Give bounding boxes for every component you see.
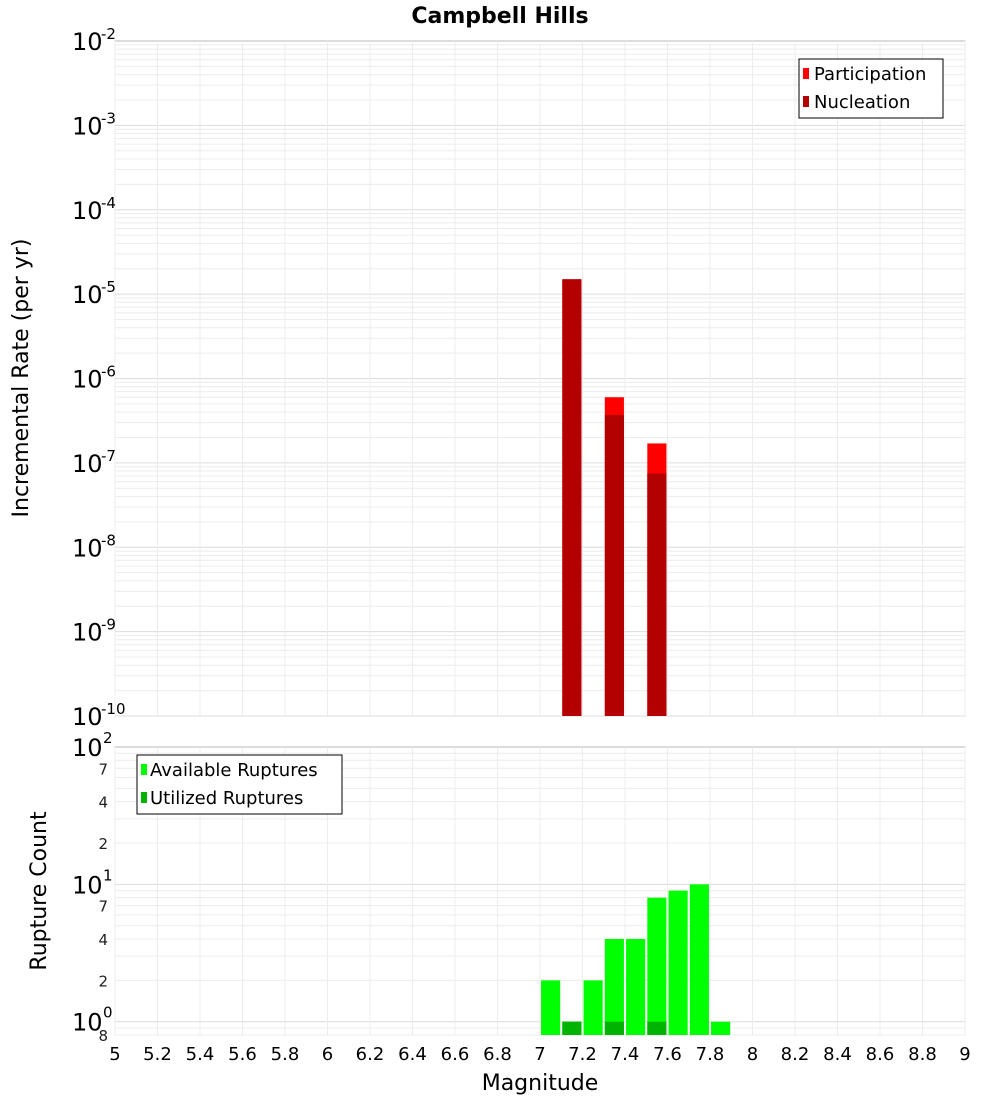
bottom-y-tick-exponent: 2 [103,729,113,747]
top-y-tick-base: 10 [72,450,103,478]
top-gridlines [114,41,966,717]
x-tick-label: 8 [747,1044,758,1065]
bottom-y-tick-exponent: 0 [103,1004,113,1022]
legend-label-nucleation: Nucleation [814,92,910,113]
top-legend: Participation Nucleation [798,58,944,119]
top-y-tick-exponent: -9 [101,616,116,634]
available-ruptures-bar [668,890,688,1035]
top-y-tick-exponent: -5 [101,278,116,296]
available-ruptures-bar [689,884,709,1035]
bottom-y-tick-base: 10 [72,871,103,899]
bottom-legend: Available Ruptures Utilized Ruptures [136,754,343,815]
bottom-y-minor-tick-label: 2 [98,835,108,853]
utilized-ruptures-bar [604,1021,624,1035]
bottom-y-minor-tick-label: 2 [98,972,108,990]
x-tick-label: 8.8 [908,1044,937,1065]
bottom-y-minor-tick-label: 8 [98,1027,108,1045]
top-y-tick-exponent: -10 [101,700,126,718]
top-y-tick-base: 10 [72,28,103,56]
chart-title: Campbell Hills [411,4,588,29]
x-tick-label: 7.8 [696,1044,725,1065]
legend-label-participation: Participation [814,64,926,85]
x-tick-label: 6 [322,1044,333,1065]
x-tick-labels: 5 5.2 5.4 5.6 5.8 6 6.2 6.4 6.6 6.8 7 7.2 7.4 7.6 7.8 8… [109,1044,970,1065]
nucleation-bar [647,473,667,716]
top-y-tick-base: 10 [72,112,103,140]
available-ruptures-bar [711,1021,731,1035]
top-y-tick-base: 10 [72,281,103,309]
x-tick-label: 5.6 [228,1044,257,1065]
top-y-tick-base: 10 [72,197,103,225]
bottom-y-minor-tick-label: 4 [98,931,108,949]
legend-label-available: Available Ruptures [150,760,318,781]
legend-label-utilized: Utilized Ruptures [150,788,303,809]
top-y-tick-base: 10 [72,534,103,562]
x-tick-label: 6.8 [483,1044,512,1065]
x-tick-label: 6.2 [356,1044,385,1065]
top-y-tick-exponent: -7 [101,447,116,465]
x-tick-label: 7.2 [568,1044,597,1065]
x-tick-label: 9 [959,1044,970,1065]
bottom-y-tick-base: 10 [72,734,103,762]
bottom-bars [541,884,731,1035]
top-y-tick-exponent: -4 [101,194,116,212]
x-tick-label: 8.4 [823,1044,852,1065]
legend-swatch-nucleation [803,96,809,107]
bottom-y-minor-tick-label: 7 [98,898,108,916]
x-tick-label: 6.6 [441,1044,470,1065]
top-y-tick-base: 10 [72,703,103,731]
legend-swatch-utilized [141,792,147,803]
top-y-tick-exponent: -8 [101,531,116,549]
available-ruptures-bar [583,980,603,1035]
top-y-tick-exponent: -2 [101,25,116,43]
bottom-y-minor-tick-label: 4 [98,794,108,812]
x-tick-label: 7.6 [653,1044,682,1065]
x-tick-label: 6.4 [398,1044,427,1065]
x-tick-label: 5 [109,1044,120,1065]
bottom-y-tick-exponent: 1 [103,866,113,884]
top-y-tick-base: 10 [72,366,103,394]
x-tick-label: 5.2 [143,1044,172,1065]
nucleation-bar [604,414,624,716]
available-ruptures-bar [604,939,624,1035]
legend-swatch-participation [803,68,809,79]
utilized-ruptures-bar [562,1021,582,1035]
top-y-tick-exponent: -3 [101,109,116,127]
available-ruptures-bar [626,939,646,1035]
x-axis-title: Magnitude [482,1071,599,1096]
x-tick-label: 7 [534,1044,545,1065]
bottom-legend-box [136,754,343,815]
top-y-tick-base: 10 [72,619,103,647]
bottom-y-axis-title: Rupture Count [27,811,52,971]
bottom-y-minor-tick-label: 7 [98,760,108,778]
top-y-axis-title: Incremental Rate (per yr) [9,239,34,518]
x-tick-label: 5.4 [186,1044,215,1065]
top-legend-box [798,58,944,119]
available-ruptures-bar [647,897,667,1035]
top-y-tick-exponent: -6 [101,363,116,381]
available-ruptures-bar [541,980,561,1035]
utilized-ruptures-bar [647,1021,667,1035]
top-bars [562,279,667,716]
x-tick-label: 5.8 [271,1044,300,1065]
x-tick-label: 7.4 [611,1044,640,1065]
bottom-y-tick-base: 10 [72,1009,103,1037]
x-tick-label: 8.2 [781,1044,810,1065]
nucleation-bar [562,279,582,716]
x-tick-label: 8.6 [866,1044,895,1065]
legend-swatch-available [141,764,147,775]
